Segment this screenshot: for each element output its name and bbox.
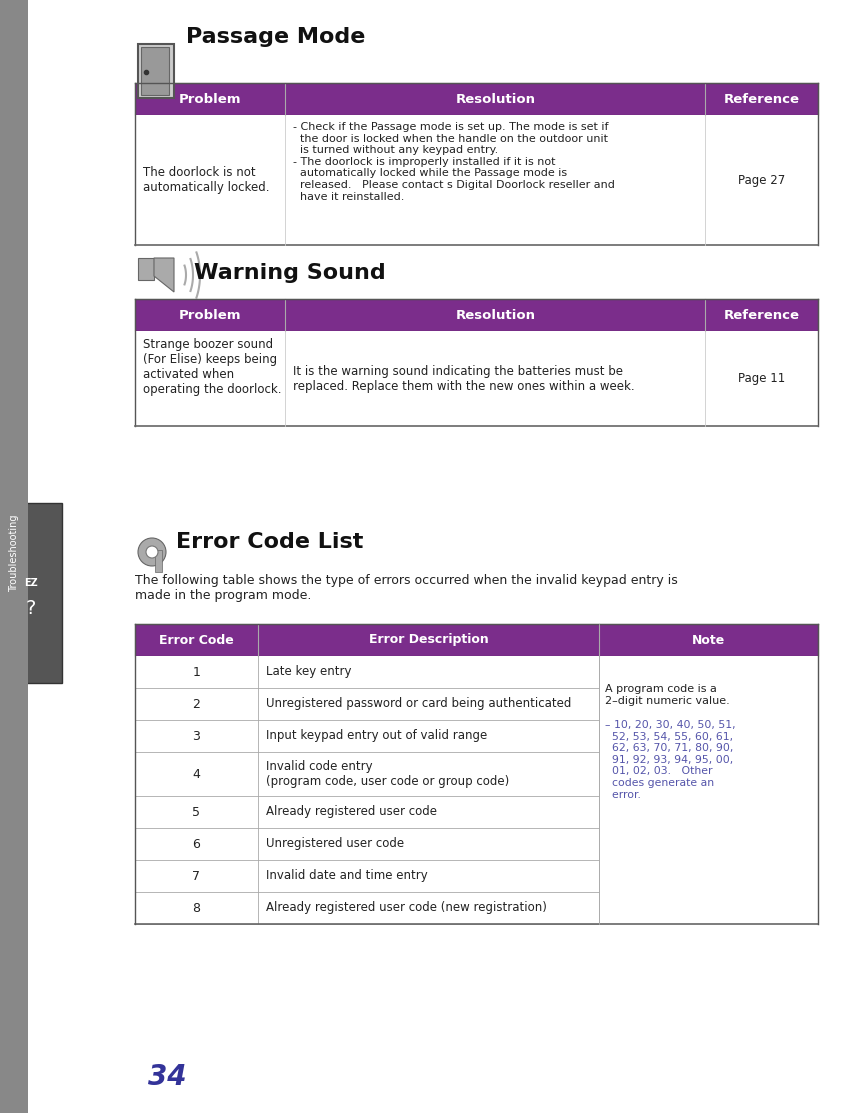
FancyBboxPatch shape <box>0 503 62 683</box>
FancyBboxPatch shape <box>135 299 818 331</box>
Text: Late key entry: Late key entry <box>266 666 352 679</box>
Text: 3: 3 <box>192 729 201 742</box>
Text: Unregistered user code: Unregistered user code <box>266 837 404 850</box>
Circle shape <box>146 546 158 558</box>
Text: Reference: Reference <box>723 92 800 106</box>
Text: Reference: Reference <box>723 308 800 322</box>
Text: Invalid date and time entry: Invalid date and time entry <box>266 869 427 883</box>
FancyBboxPatch shape <box>135 115 818 245</box>
Text: Already registered user code (new registration): Already registered user code (new regist… <box>266 902 547 915</box>
Text: Resolution: Resolution <box>455 308 535 322</box>
FancyBboxPatch shape <box>155 550 162 572</box>
Text: Strange boozer sound
(For Elise) keeps being
activated when
operating the doorlo: Strange boozer sound (For Elise) keeps b… <box>143 337 282 395</box>
Text: 34: 34 <box>148 1063 186 1091</box>
Text: Unregistered password or card being authenticated: Unregistered password or card being auth… <box>266 698 572 710</box>
FancyBboxPatch shape <box>135 828 818 860</box>
Polygon shape <box>154 258 174 292</box>
Text: 4: 4 <box>192 768 201 780</box>
FancyBboxPatch shape <box>135 860 818 892</box>
FancyBboxPatch shape <box>135 720 818 752</box>
Text: Note: Note <box>692 633 725 647</box>
Text: 7: 7 <box>192 869 201 883</box>
Text: - Check if the Passage mode is set up. The mode is set if
  the door is locked w: - Check if the Passage mode is set up. T… <box>293 122 615 201</box>
Text: Error Code List: Error Code List <box>176 532 363 552</box>
FancyBboxPatch shape <box>135 752 818 796</box>
Text: – 10, 20, 30, 40, 50, 51,
  52, 53, 54, 55, 60, 61,
  62, 63, 70, 71, 80, 90,
  : – 10, 20, 30, 40, 50, 51, 52, 53, 54, 55… <box>605 720 736 799</box>
Circle shape <box>138 538 166 567</box>
Text: Resolution: Resolution <box>455 92 535 106</box>
Text: ?: ? <box>26 599 36 618</box>
FancyBboxPatch shape <box>138 258 154 280</box>
Text: 1: 1 <box>192 666 201 679</box>
Text: Page 27: Page 27 <box>738 174 786 187</box>
FancyBboxPatch shape <box>135 796 818 828</box>
Text: Error Description: Error Description <box>369 633 489 647</box>
FancyBboxPatch shape <box>135 83 818 115</box>
FancyBboxPatch shape <box>141 47 169 95</box>
Text: A program code is a
2–digit numeric value.: A program code is a 2–digit numeric valu… <box>605 684 730 706</box>
Text: 6: 6 <box>192 837 201 850</box>
FancyBboxPatch shape <box>135 892 818 924</box>
FancyBboxPatch shape <box>135 688 818 720</box>
Text: Passage Mode: Passage Mode <box>186 27 365 47</box>
Text: Warning Sound: Warning Sound <box>194 263 386 283</box>
Text: 2: 2 <box>192 698 201 710</box>
Text: It is the warning sound indicating the batteries must be
replaced. Replace them : It is the warning sound indicating the b… <box>293 364 635 393</box>
Text: Invalid code entry
(program code, user code or group code): Invalid code entry (program code, user c… <box>266 760 509 788</box>
Text: Error Code: Error Code <box>159 633 234 647</box>
FancyBboxPatch shape <box>138 45 174 98</box>
Text: EZ: EZ <box>24 578 38 588</box>
FancyBboxPatch shape <box>135 656 818 688</box>
Text: Page 11: Page 11 <box>738 372 786 385</box>
Text: Already registered user code: Already registered user code <box>266 806 437 818</box>
Text: 5: 5 <box>192 806 201 818</box>
Text: The following table shows the type of errors occurred when the invalid keypad en: The following table shows the type of er… <box>135 574 678 602</box>
Text: The doorlock is not
automatically locked.: The doorlock is not automatically locked… <box>143 166 270 194</box>
FancyBboxPatch shape <box>135 624 818 656</box>
Text: Problem: Problem <box>179 92 241 106</box>
Text: Troubleshooting: Troubleshooting <box>9 514 19 592</box>
FancyBboxPatch shape <box>135 331 818 426</box>
Text: 8: 8 <box>192 902 201 915</box>
FancyBboxPatch shape <box>0 0 28 1113</box>
Text: Problem: Problem <box>179 308 241 322</box>
Text: Input keypad entry out of valid range: Input keypad entry out of valid range <box>266 729 487 742</box>
